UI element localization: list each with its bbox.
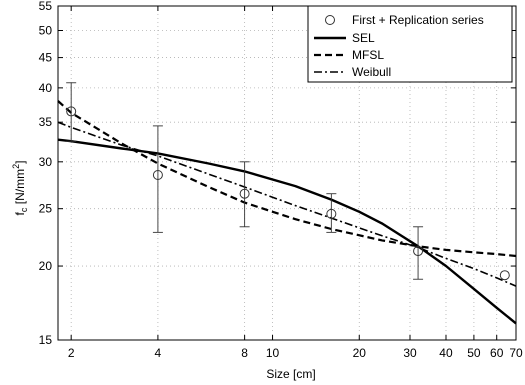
y-tick-label: 20: [39, 259, 53, 273]
legend-marker-first-replication: [325, 15, 335, 25]
x-tick-label: 20: [353, 346, 367, 360]
x-tick-label: 60: [490, 346, 504, 360]
x-axis-label: Size [cm]: [266, 367, 315, 381]
legend-label-first-replication: First + Replication series: [352, 13, 484, 27]
tick-layer: 2 4 8 10 20 30 40 50 60 70 15 20 25 30 35 40 45 50 55: [39, 0, 523, 360]
x-tick-label: 40: [439, 346, 453, 360]
plot-frame: [57, 5, 517, 341]
series-layer: [57, 82, 517, 325]
data-point: [66, 106, 77, 117]
legend-label-mfsl: MFSL: [352, 48, 384, 62]
legend-label-weibull: Weibull: [352, 65, 391, 79]
legend-label-sel: SEL: [352, 31, 375, 45]
series-line-weibull: [57, 121, 517, 287]
y-axis-label: fc [N/mm2]: [11, 161, 29, 216]
x-tick-label: 30: [403, 346, 417, 360]
y-tick-label: 35: [39, 115, 53, 129]
data-point: [326, 208, 337, 219]
legend-box: [307, 5, 513, 83]
series-line-mfsl: [57, 100, 517, 258]
x-tick-label: 8: [241, 346, 248, 360]
y-tick-label: 45: [39, 51, 53, 65]
x-tick-label: 4: [155, 346, 162, 360]
data-point: [499, 270, 510, 281]
x-tick-label: 10: [266, 346, 280, 360]
x-tick-label: 2: [68, 346, 75, 360]
legend: First + Replication series SEL MFSL Weib…: [307, 5, 513, 83]
y-tick-label: 30: [39, 155, 53, 169]
y-tick-label: 50: [39, 24, 53, 38]
data-point: [413, 246, 424, 257]
y-tick-label: 40: [39, 81, 53, 95]
data-point: [239, 188, 250, 199]
y-tick-label: 55: [39, 0, 53, 13]
x-tick-label: 70: [509, 346, 523, 360]
y-tick-label: 25: [39, 202, 53, 216]
data-point: [152, 170, 163, 181]
y-tick-label: 15: [39, 333, 53, 347]
x-tick-label: 50: [467, 346, 481, 360]
series-line-sel: [57, 138, 517, 325]
